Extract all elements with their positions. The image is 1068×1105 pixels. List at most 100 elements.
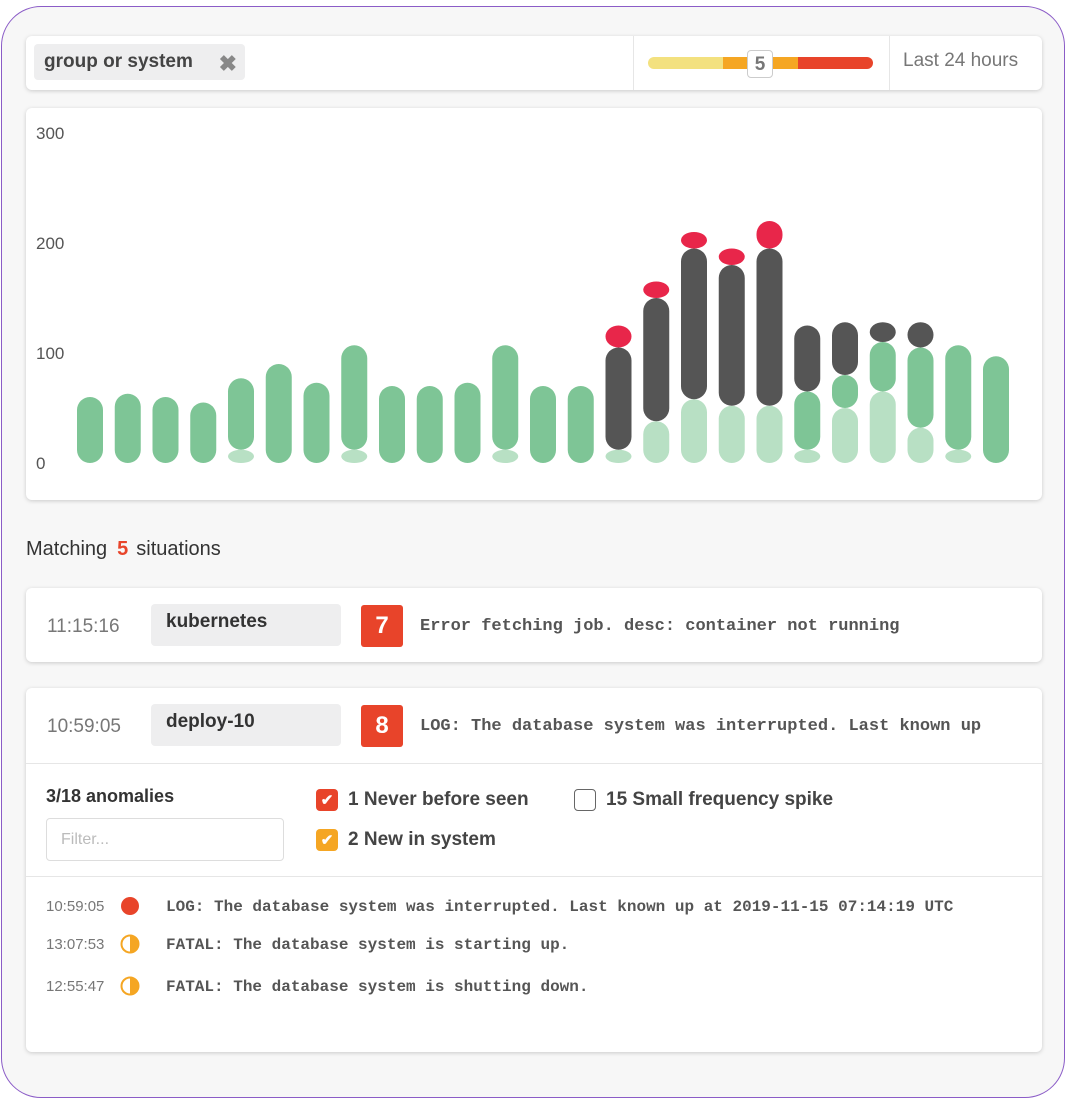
- chart-bar[interactable]: [416, 386, 443, 463]
- chart-bar-segment: [832, 408, 858, 463]
- chart-bar-segment: [643, 421, 670, 463]
- situation-time: 10:59:05: [47, 716, 121, 737]
- chart-bar[interactable]: [983, 356, 1009, 463]
- y-tick-label: 0: [36, 454, 45, 473]
- chart-bar-segment: [794, 325, 821, 392]
- chart-bar[interactable]: [567, 386, 594, 463]
- chart-bar[interactable]: [190, 402, 217, 464]
- chart-bar-segment: [945, 449, 972, 463]
- log-time: 13:07:53: [46, 936, 105, 953]
- chart-bar-segment: [114, 393, 141, 463]
- chart-bar-segment: [681, 248, 707, 400]
- matching-suffix: situations: [136, 538, 221, 560]
- chart-bar-segment: [530, 386, 556, 463]
- chart-bar[interactable]: [454, 382, 481, 463]
- chart-bar-segment: [567, 386, 594, 463]
- log-time: 10:59:05: [46, 898, 105, 915]
- chart-bar[interactable]: [341, 345, 368, 463]
- chart-bar-segment: [643, 281, 670, 298]
- chart-bar[interactable]: [379, 386, 405, 463]
- chart-bar-segment: [681, 232, 707, 249]
- divider: [26, 876, 1042, 877]
- chart-bar[interactable]: [756, 221, 783, 463]
- chart-bar-segment: [869, 322, 896, 342]
- log-message: FATAL: The database system is starting u…: [166, 936, 570, 954]
- situation-tag: deploy-10: [151, 704, 341, 746]
- chart-bar[interactable]: [605, 325, 632, 464]
- chart-bar[interactable]: [530, 386, 556, 463]
- chart-bar[interactable]: [907, 322, 934, 463]
- time-range-selector[interactable]: Last 24 hours: [903, 50, 1019, 71]
- matching-summary: Matching 5 situations: [26, 538, 221, 561]
- checkbox-checked-icon: ✔: [316, 789, 338, 811]
- filter-chip[interactable]: group or system ✖: [34, 44, 245, 80]
- chart-bar-segment: [303, 382, 330, 463]
- chart-bar[interactable]: [265, 364, 292, 463]
- chart-bar-segment: [341, 345, 368, 450]
- chart-bar-segment: [228, 378, 254, 450]
- chart-bar[interactable]: [643, 281, 670, 464]
- chart-bar[interactable]: [681, 232, 707, 463]
- chart-bar[interactable]: [152, 397, 179, 463]
- chart-bar-segment: [869, 391, 896, 463]
- situation-row[interactable]: 11:15:16 kubernetes 7 Error fetching job…: [26, 588, 1042, 662]
- checkbox-never-before-seen[interactable]: ✔ 1 Never before seen: [316, 789, 529, 811]
- chart-bar[interactable]: [869, 322, 896, 463]
- anomalies-title: 3/18 anomalies: [46, 786, 175, 806]
- chart-bar-segment: [152, 397, 179, 463]
- severity-slider-handle[interactable]: 5: [747, 50, 773, 78]
- divider: [889, 36, 890, 90]
- chart-bar-segment: [718, 265, 745, 406]
- checkbox-label: 2 New in system: [348, 829, 496, 850]
- close-icon[interactable]: ✖: [218, 51, 237, 76]
- situation-card[interactable]: 11:15:16 kubernetes 7 Error fetching job…: [26, 588, 1042, 662]
- chart-bar[interactable]: [492, 345, 519, 463]
- divider: [26, 763, 1042, 764]
- chart-bar-segment: [907, 322, 934, 348]
- chart-bar-segment: [492, 345, 519, 450]
- chart-bar-segment: [605, 449, 632, 463]
- chart-bar[interactable]: [718, 248, 745, 464]
- chart-bar[interactable]: [228, 378, 254, 463]
- chart-bar-segment: [492, 449, 519, 463]
- chart-bar-segment: [379, 386, 405, 463]
- chart-bar-segment: [190, 402, 217, 463]
- chart-bar-segment: [832, 322, 858, 375]
- chart-bar[interactable]: [77, 397, 103, 463]
- chart-bar-segment: [794, 391, 821, 450]
- chart-bar-segment: [869, 342, 896, 392]
- chart-bar-segment: [983, 356, 1009, 463]
- situation-message: LOG: The database system was interrupted…: [420, 717, 982, 736]
- chart-bar-segment: [454, 382, 481, 463]
- chart-bar-segment: [756, 405, 783, 463]
- checkbox-checked-icon: ✔: [316, 829, 338, 851]
- checkbox-small-frequency-spike[interactable]: 15 Small frequency spike: [574, 789, 833, 811]
- situation-card-expanded: 10:59:05 deploy-10 8 LOG: The database s…: [26, 688, 1042, 1052]
- chart-bar[interactable]: [794, 325, 821, 464]
- chart-bar-segment: [228, 449, 254, 463]
- y-tick-label: 100: [36, 344, 64, 363]
- checkbox-label: 1 Never before seen: [348, 789, 529, 810]
- log-message: LOG: The database system was interrupted…: [166, 898, 954, 916]
- anomaly-filter-input[interactable]: [46, 818, 284, 861]
- filter-chip-label: group or system: [44, 51, 193, 72]
- checkbox-unchecked-icon: [574, 789, 596, 811]
- situation-row[interactable]: 10:59:05 deploy-10 8 LOG: The database s…: [26, 688, 1042, 762]
- chart-bar-segment: [945, 345, 972, 450]
- chart-bar[interactable]: [832, 322, 858, 463]
- situation-tag: kubernetes: [151, 604, 341, 646]
- divider: [633, 36, 634, 90]
- events-chart: 0 100 200 300: [26, 108, 1042, 500]
- severity-badge: 8: [361, 705, 403, 747]
- chart-bar-segment: [718, 405, 745, 463]
- y-tick-label: 300: [36, 124, 64, 143]
- matching-count: 5: [117, 538, 129, 560]
- chart-bar[interactable]: [114, 393, 141, 463]
- filter-bar: group or system ✖ 5 Last 24 hours: [26, 36, 1042, 90]
- chart-bar-segment: [605, 347, 632, 450]
- chart-bar[interactable]: [303, 382, 330, 463]
- log-time: 12:55:47: [46, 978, 105, 995]
- chart-bar-segment: [756, 221, 783, 249]
- chart-bar[interactable]: [945, 345, 972, 463]
- checkbox-new-in-system[interactable]: ✔ 2 New in system: [316, 829, 496, 851]
